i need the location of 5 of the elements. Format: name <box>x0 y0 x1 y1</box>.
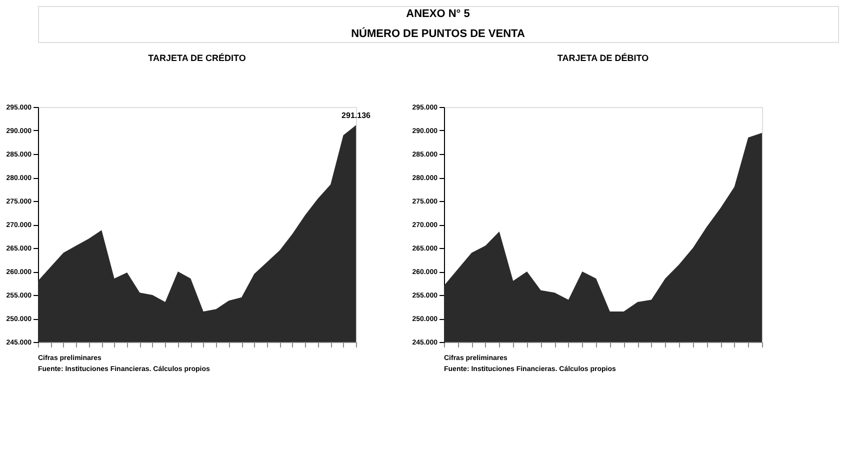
data-label: 291.136 <box>342 111 372 120</box>
text: NÚMERO DE PUNTOS DE VENTA <box>351 27 525 40</box>
text: ANEXO N° 5 <box>406 8 470 20</box>
chart-title: TARJETA DE DÉBITO <box>557 53 649 63</box>
chart-title: TARJETA DE CRÉDITO <box>148 53 246 63</box>
